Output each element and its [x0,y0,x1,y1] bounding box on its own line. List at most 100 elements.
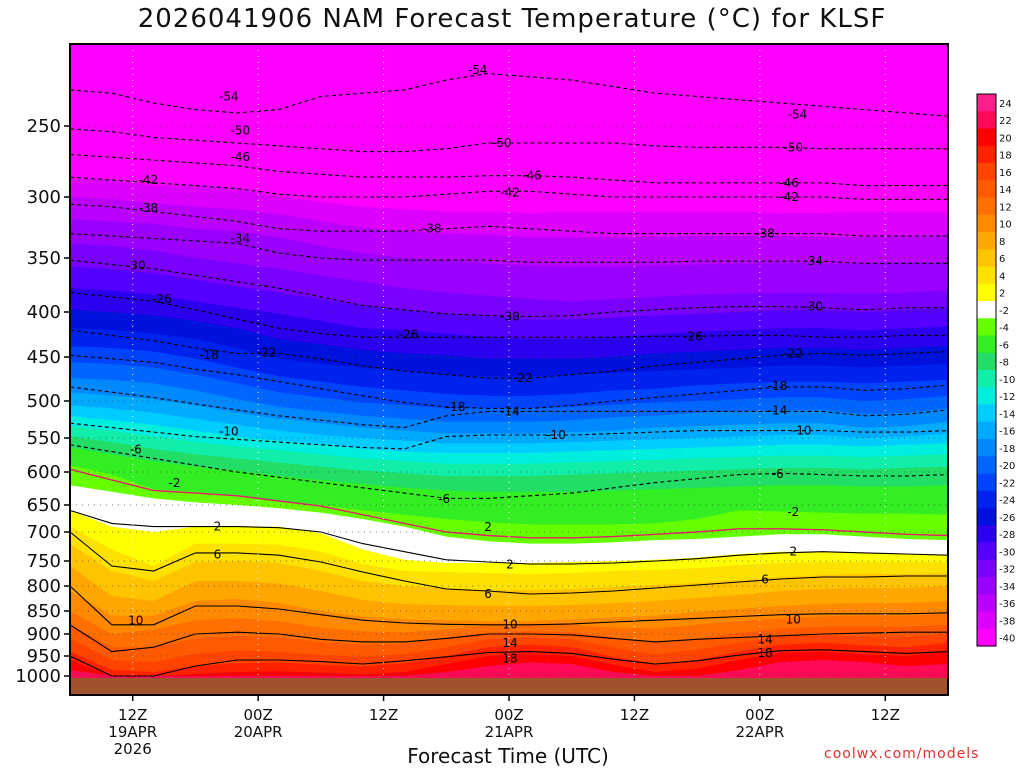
x-tick-label: 12Z [871,706,900,724]
colorbar-swatch [977,456,996,475]
colorbar-label: 14 [999,185,1012,196]
isotherm-label: -14 [500,404,520,418]
y-tick-label: 1000 [15,666,61,687]
isotherm-label: -42 [779,190,799,204]
isotherm-positive [69,649,949,677]
y-tick-label: 550 [27,428,61,449]
colorbar-label: -14 [999,409,1015,420]
colorbar-swatch [977,111,996,130]
colorbar-label: -8 [999,358,1009,369]
isotherm-label: 18 [757,646,772,660]
colorbar-swatch [977,266,996,285]
isotherm-label: 10 [786,613,801,627]
colorbar-swatch [977,145,996,164]
colorbar-label: -2 [999,306,1009,317]
colorbar-label: -30 [999,547,1015,558]
isotherm-label: -30 [803,300,823,314]
y-tick-label: 500 [27,391,61,412]
isotherm-label: 14 [757,633,772,647]
colorbar-label: -36 [999,599,1015,610]
isotherm-positive [69,585,949,626]
isotherm-label: -2 [787,505,799,519]
y-tick-label: 400 [27,302,61,323]
colorbar-label: -32 [999,565,1015,576]
x-tick-label: 00Z [745,706,774,724]
chart-title: 2026041906 NAM Forecast Temperature (°C)… [137,4,887,34]
x-tick-label: 00Z [243,706,272,724]
colorbar-label: 16 [999,168,1012,179]
colorbar-swatch [977,128,996,147]
colorbar-label: -4 [999,323,1009,334]
y-tick-label: 950 [27,646,61,667]
colorbar-label: -18 [999,444,1015,455]
isotherm-label: -38 [755,227,775,241]
colorbar-border [976,93,997,647]
colorbar-swatch [977,214,996,233]
colorbar-label: -10 [999,375,1015,386]
colorbar: 24 22 20 18 16 14 12 10 8 6 4 2 -2 -4 -6 -8 -10 -12 -14 -16… [976,93,1015,647]
isotherm-label: -30 [500,310,520,324]
isotherm-label: -46 [522,169,542,183]
colorbar-swatch [977,421,996,440]
isotherm-negative [69,386,949,429]
isotherm-label: -54 [219,90,239,104]
isotherm-label: -18 [446,400,466,414]
isotherm-label: -18 [199,348,219,362]
colorbar-label: 8 [999,237,1005,248]
isotherm-positive [69,531,948,595]
isotherm-label: -2 [169,476,181,490]
colorbar-label: 2 [999,289,1005,300]
colorbar-swatch [977,94,996,112]
isotherm-label: -50 [492,136,512,150]
colorbar-label: 20 [999,133,1012,144]
credit-text: coolwx.com/models [824,746,980,762]
y-tick-label: 800 [27,576,61,597]
isotherm-label: -34 [231,232,251,246]
colorbar-label: 6 [999,254,1005,265]
isotherm-label: -10 [546,428,566,442]
isotherm-label: -26 [683,329,703,343]
colorbar-swatch [977,301,996,319]
colorbar-swatch [977,197,996,216]
colorbar-label: -28 [999,530,1015,541]
isotherm-label: -10 [219,424,239,438]
isotherm-label: 6 [761,573,769,587]
colorbar-label: 22 [999,116,1012,127]
x-tick-date: 21APR [485,723,534,741]
isotherm-negative [69,203,948,237]
colorbar-swatch [977,370,996,388]
isotherm-negative [69,354,949,409]
isotherm-label: -54 [788,108,808,122]
isotherm-negative [69,292,948,338]
y-tick-label: 700 [27,522,61,543]
colorbar-swatch [977,611,996,630]
isotherm-label: -46 [779,176,799,190]
colorbar-swatch [977,249,996,268]
colorbar-label: -24 [999,496,1015,507]
colorbar-swatch [977,404,996,423]
isotherm-label: -38 [422,222,442,236]
x-tick-date: 20APR [234,723,283,741]
isotherm-label: -38 [139,201,159,215]
colorbar-swatch [977,577,996,595]
y-tick-label: 650 [27,495,61,516]
isotherm-label: -22 [783,346,803,360]
x-tick-label: 12Z [118,706,147,724]
colorbar-swatch [977,439,996,457]
isotherm-negative [69,259,948,318]
x-tick-label: 00Z [494,706,523,724]
colorbar-swatch [977,163,996,181]
colorbar-label: -6 [999,340,1009,351]
isotherm-labels: -54-54-54-50-50 -50-46-46-46-42-42 -42-38-… [126,63,823,665]
y-tick-label: 450 [27,347,61,368]
isotherm-label: -50 [231,123,251,137]
colorbar-swatch [977,335,996,354]
colorbar-label: -38 [999,616,1015,627]
isotherm-label: -50 [783,140,803,154]
isotherm-negative [69,72,949,117]
colorbar-swatch [977,525,996,544]
isotherm-label: -22 [257,346,277,360]
isotherm-label: -18 [768,379,788,393]
grid-lines [70,44,948,695]
